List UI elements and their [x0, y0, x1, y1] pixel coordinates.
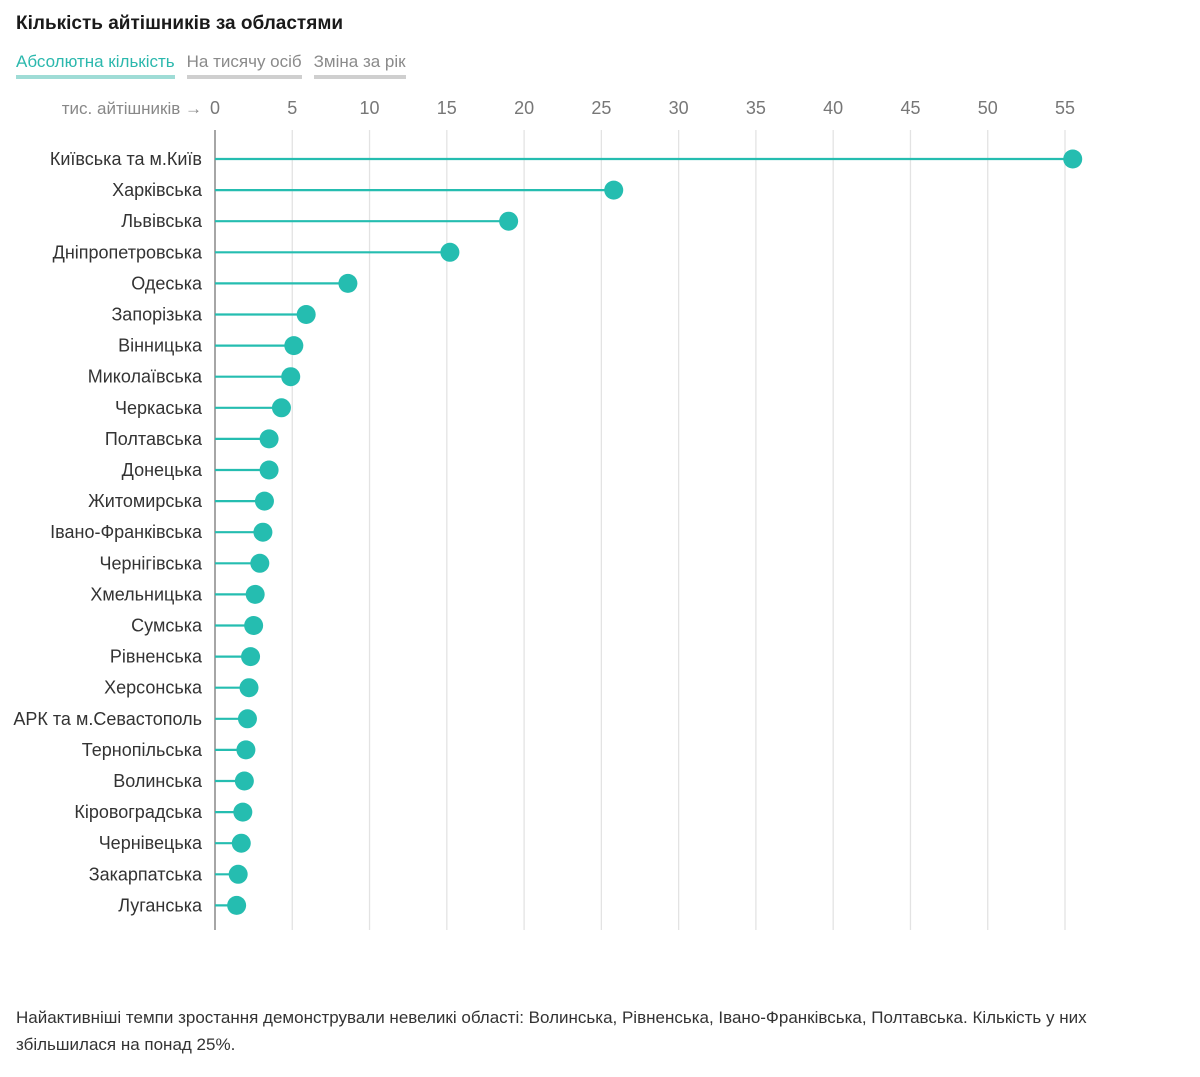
category-label: Тернопільська — [82, 740, 203, 760]
lollipop-point — [281, 367, 301, 387]
lollipop-point — [236, 740, 256, 760]
lollipop-point — [259, 460, 279, 480]
lollipop-point — [604, 180, 624, 200]
lollipop-point — [253, 522, 273, 542]
category-label: Хмельницька — [90, 584, 203, 604]
category-label: Донецька — [122, 460, 203, 480]
category-label: Луганська — [118, 895, 203, 915]
category-label: Запорізька — [111, 305, 203, 325]
chart-title: Кількість айтішників за областями — [16, 13, 344, 34]
tab-per-thousand[interactable]: На тисячу осіб — [186, 52, 302, 79]
category-label: Львівська — [121, 211, 203, 231]
x-tick-label: 25 — [591, 98, 611, 118]
category-label: Чернігівська — [99, 553, 203, 573]
x-tick-label: 0 — [210, 98, 220, 118]
lollipop-point — [245, 584, 265, 604]
footer-note: Найактивніші темпи зростання демонструва… — [16, 1008, 1087, 1054]
category-label: Одеська — [131, 273, 203, 293]
x-tick-label: 55 — [1055, 98, 1075, 118]
x-tick-label: 35 — [746, 98, 766, 118]
x-axis-label: тис. айтішників → — [62, 99, 202, 118]
category-label: Волинська — [113, 771, 203, 791]
lollipop-point — [241, 647, 261, 667]
category-label: АРК та м.Севастополь — [13, 709, 202, 729]
lollipop-point — [440, 242, 460, 262]
category-label: Черкаська — [115, 398, 203, 418]
lollipop-point — [231, 833, 251, 853]
category-label: Чернівецька — [99, 833, 203, 853]
view-tabs: Абсолютна кількість На тисячу осіб Зміна… — [16, 52, 406, 79]
category-label: Харківська — [112, 180, 203, 200]
category-label: Сумська — [131, 616, 203, 636]
lollipop-point — [254, 491, 274, 511]
x-tick-label: 50 — [978, 98, 998, 118]
lollipop-point — [499, 211, 519, 231]
category-label: Житомирська — [88, 491, 203, 511]
category-label: Полтавська — [105, 429, 203, 449]
category-label: Вінницька — [118, 336, 203, 356]
lollipop-point — [271, 398, 291, 418]
lollipop-point — [244, 616, 264, 635]
lollipop-point — [1063, 149, 1083, 169]
lollipop-point — [227, 895, 247, 915]
lollipop-point — [234, 771, 254, 791]
x-tick-label: 20 — [514, 98, 534, 118]
x-tick-label: 45 — [900, 98, 920, 118]
lollipop-point — [228, 864, 248, 884]
category-label: Дніпропетровська — [53, 242, 203, 262]
category-label: Київська та м.Київ — [50, 149, 202, 169]
lollipop-point — [233, 802, 253, 822]
lollipop-point — [296, 305, 316, 324]
lollipop-point — [284, 336, 304, 356]
x-tick-label: 30 — [669, 98, 689, 118]
lollipop-point — [237, 709, 257, 729]
category-label: Миколаївська — [88, 367, 203, 387]
tab-yearly-change[interactable]: Зміна за рік — [313, 52, 406, 79]
category-label: Закарпатська — [89, 864, 203, 884]
x-tick-label: 5 — [287, 98, 297, 118]
lollipop-point — [239, 678, 259, 698]
tab-absolute[interactable]: Абсолютна кількість — [16, 52, 175, 79]
x-tick-label: 10 — [360, 98, 380, 118]
lollipop-point — [250, 553, 270, 573]
x-tick-label: 15 — [437, 98, 457, 118]
lollipop-point — [259, 429, 279, 449]
category-label: Рівненська — [110, 647, 203, 667]
category-label: Івано-Франківська — [50, 522, 203, 542]
lollipop-chart: 0 5 10 15 20 25 30 35 40 45 50 55 тис. айтішників → К… — [13, 98, 1083, 930]
category-label: Кіровоградська — [74, 802, 203, 822]
category-label: Херсонська — [104, 678, 203, 698]
x-tick-label: 40 — [823, 98, 843, 118]
lollipop-point — [338, 273, 358, 293]
